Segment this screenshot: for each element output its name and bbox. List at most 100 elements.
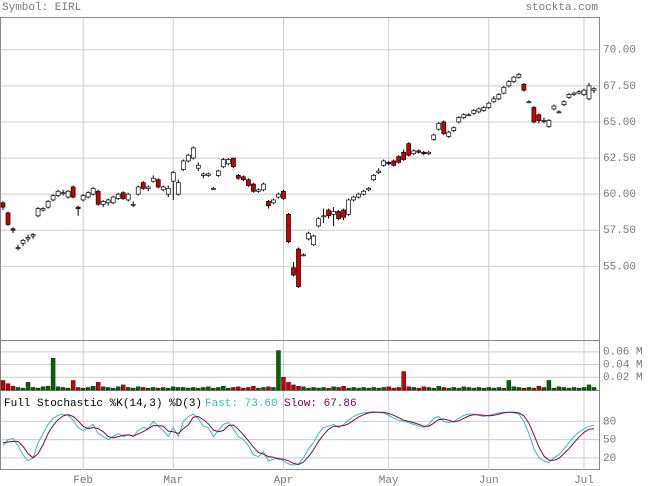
x-tick-label: Mar (163, 475, 183, 486)
volume-bar (186, 387, 191, 391)
candle-body (576, 91, 582, 94)
y-tick-label: 20 (603, 453, 616, 465)
volume-bar (451, 387, 456, 391)
volume-bar (60, 387, 66, 391)
candle-body (516, 73, 522, 78)
volume-bar (95, 382, 101, 391)
volume-bar (491, 387, 497, 391)
candle-body (416, 150, 422, 153)
candle-body (496, 94, 502, 100)
candle-body (551, 105, 557, 110)
candle-body (0, 202, 6, 208)
candle-body (546, 120, 552, 127)
volume-bar (110, 387, 116, 391)
candle-body (251, 183, 256, 192)
candle-body (90, 188, 96, 195)
volume-bar (586, 384, 592, 391)
candle-body (266, 201, 271, 207)
candle-body (20, 240, 26, 244)
candle-body (351, 196, 356, 201)
candle-body (511, 76, 517, 82)
candle-body (70, 186, 76, 198)
frame (0, 17, 600, 470)
volume-bar (246, 387, 251, 391)
y-tick-label: 60.00 (603, 189, 636, 201)
volume-bar (221, 385, 226, 391)
volume-bar (561, 387, 567, 391)
volume-bar (416, 387, 421, 391)
volume-bar (266, 386, 271, 391)
x-tick-label: Feb (73, 475, 93, 486)
volume-bar (105, 387, 111, 391)
candle-body (80, 195, 86, 201)
volume-bar (75, 387, 81, 391)
volume-bar (171, 386, 176, 391)
candle-body (256, 189, 261, 192)
volume-bar (391, 387, 396, 391)
candle-body (491, 98, 497, 103)
volume-bar (386, 386, 391, 391)
volume-bar (366, 387, 371, 391)
volume-bar (576, 387, 582, 391)
volume-bar (526, 387, 532, 391)
volume-bar (90, 385, 96, 391)
volume-bar (456, 387, 461, 391)
candle-body (286, 214, 291, 243)
candle-body (531, 107, 537, 123)
volume-bar (5, 383, 11, 391)
stochastic-line (2, 411, 595, 466)
volume-bar (70, 380, 76, 391)
candle-body (100, 201, 106, 205)
volume-bar (336, 387, 341, 391)
candle-body (65, 190, 71, 198)
candle-body (591, 88, 597, 91)
volume-bar (231, 387, 236, 391)
candle-body (481, 107, 487, 111)
volume-bar (381, 387, 386, 391)
volume-bar (40, 386, 46, 391)
volume-bar (521, 387, 527, 391)
y-tick-label: 80 (603, 416, 616, 428)
candle-body (135, 186, 141, 195)
stochastic-line (2, 411, 595, 466)
volume-bar (131, 387, 136, 391)
volume-bar (436, 385, 441, 391)
candle-body (486, 102, 492, 108)
volume-bar (331, 386, 336, 391)
candle-body (115, 193, 121, 199)
y-tick-label: 0.04 M (603, 359, 643, 371)
candle-body (40, 208, 46, 211)
candle-body (296, 248, 301, 287)
volume-bar (161, 387, 166, 391)
volume-bar (45, 385, 51, 391)
volume-bar (411, 387, 416, 391)
y-tick-label: 50 (603, 435, 616, 447)
volume-bar (326, 387, 331, 391)
candle-body (125, 193, 131, 201)
candle-body (386, 162, 392, 165)
volume-bar (25, 382, 31, 391)
candle-body (50, 195, 56, 201)
volume-bar (30, 387, 36, 391)
candle-body (431, 134, 437, 140)
volume-bar (166, 387, 171, 391)
volume-bar (431, 387, 436, 391)
volume-bar (296, 385, 301, 391)
volume-bar (441, 387, 446, 391)
x-tick-label: Apr (274, 475, 294, 486)
candle-body (261, 183, 266, 191)
volume-bar (406, 386, 411, 391)
volume-bar (121, 384, 126, 391)
candle-body (421, 151, 427, 155)
volume-bar (371, 387, 376, 391)
volume-bar (396, 387, 401, 391)
panel-title: Full Stochastic %K(14,3) %D(3) (4, 398, 202, 410)
candle-body (356, 193, 361, 198)
volume-bar (271, 387, 276, 391)
volume-bar (301, 386, 306, 391)
candle-body (140, 182, 146, 189)
x-tick-label: Jun (479, 475, 499, 486)
volume-bar (401, 371, 406, 391)
candle-body (246, 179, 251, 186)
candle-body (336, 211, 341, 220)
